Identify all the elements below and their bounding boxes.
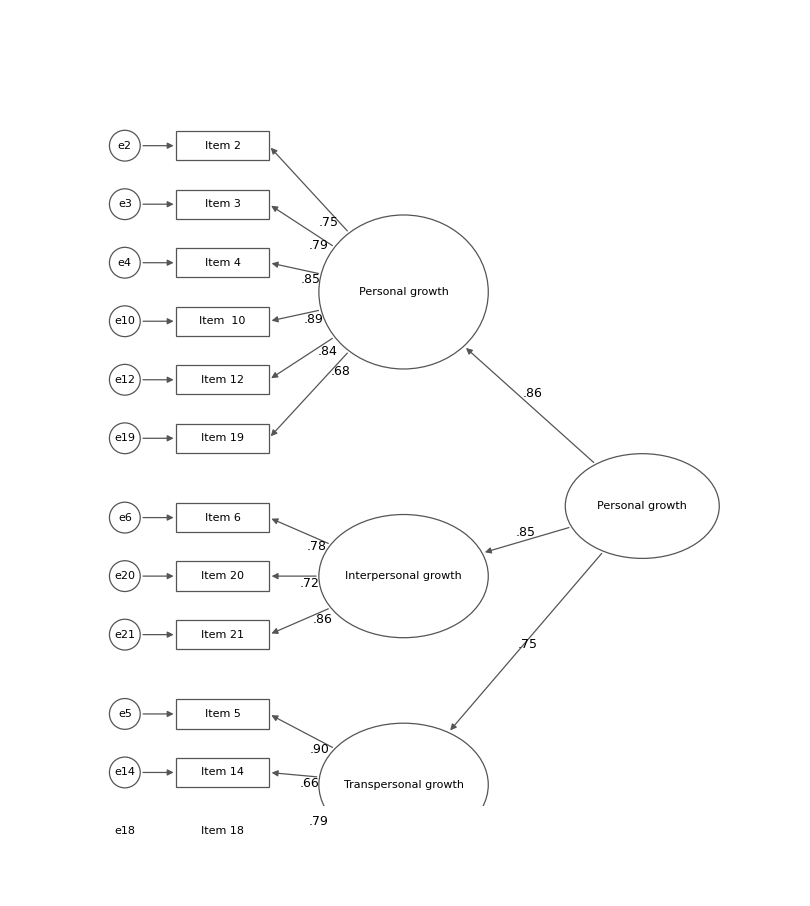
Text: e18: e18 xyxy=(114,826,135,836)
Circle shape xyxy=(109,130,140,161)
Ellipse shape xyxy=(319,215,488,369)
Circle shape xyxy=(109,757,140,788)
Text: e14: e14 xyxy=(114,767,135,777)
Text: .86: .86 xyxy=(313,613,333,626)
Text: Item 19: Item 19 xyxy=(201,433,244,443)
Text: .78: .78 xyxy=(307,540,326,554)
Text: .72: .72 xyxy=(300,577,320,591)
Text: Item 4: Item 4 xyxy=(205,257,241,267)
Circle shape xyxy=(109,247,140,278)
Circle shape xyxy=(109,502,140,533)
Ellipse shape xyxy=(319,515,488,638)
Text: Item 5: Item 5 xyxy=(205,708,241,719)
Text: Item 18: Item 18 xyxy=(201,826,244,836)
Text: Item  10: Item 10 xyxy=(199,316,245,326)
Text: e6: e6 xyxy=(118,513,132,523)
Bar xyxy=(177,620,269,650)
Text: .85: .85 xyxy=(301,273,320,286)
Text: .68: .68 xyxy=(330,365,351,379)
Ellipse shape xyxy=(565,454,719,558)
Circle shape xyxy=(109,699,140,729)
Circle shape xyxy=(109,188,140,219)
Bar xyxy=(177,816,269,845)
Text: Item 6: Item 6 xyxy=(205,513,241,523)
Bar xyxy=(177,248,269,277)
Bar xyxy=(177,562,269,591)
Text: Interpersonal growth: Interpersonal growth xyxy=(345,571,462,581)
Text: e3: e3 xyxy=(118,199,132,209)
Text: Item 21: Item 21 xyxy=(201,630,244,640)
Bar xyxy=(177,699,269,728)
Bar xyxy=(177,189,269,219)
Text: .79: .79 xyxy=(309,239,329,253)
Text: e12: e12 xyxy=(114,375,135,385)
Circle shape xyxy=(109,561,140,592)
Bar xyxy=(177,131,269,160)
Text: .90: .90 xyxy=(309,743,330,756)
Text: .75: .75 xyxy=(319,216,339,229)
Circle shape xyxy=(109,619,140,650)
Text: Item 3: Item 3 xyxy=(205,199,241,209)
Bar xyxy=(177,306,269,336)
Ellipse shape xyxy=(319,723,488,846)
Text: .79: .79 xyxy=(309,815,329,828)
Text: Item 20: Item 20 xyxy=(201,571,244,581)
Text: e20: e20 xyxy=(114,571,135,581)
Circle shape xyxy=(109,815,140,846)
Text: e4: e4 xyxy=(117,257,132,267)
Text: Personal growth: Personal growth xyxy=(359,287,449,297)
Text: .89: .89 xyxy=(304,313,323,326)
Text: Item 14: Item 14 xyxy=(201,767,244,777)
Bar xyxy=(177,757,269,787)
Text: e21: e21 xyxy=(114,630,135,640)
Circle shape xyxy=(109,423,140,454)
Text: e2: e2 xyxy=(117,140,132,150)
Text: e19: e19 xyxy=(114,433,135,443)
Circle shape xyxy=(109,306,140,337)
Text: .75: .75 xyxy=(518,639,537,651)
Bar xyxy=(177,365,269,394)
Bar xyxy=(177,424,269,453)
Circle shape xyxy=(109,364,140,395)
Text: .84: .84 xyxy=(318,344,337,358)
Text: Personal growth: Personal growth xyxy=(597,501,687,511)
Text: e5: e5 xyxy=(118,708,132,719)
Text: .86: .86 xyxy=(522,387,543,400)
Text: .85: .85 xyxy=(515,526,535,539)
Text: Transpersonal growth: Transpersonal growth xyxy=(343,780,463,790)
Text: .66: .66 xyxy=(300,777,320,790)
Bar xyxy=(177,503,269,532)
Text: Item 12: Item 12 xyxy=(201,375,244,385)
Text: e10: e10 xyxy=(114,316,135,326)
Text: Item 2: Item 2 xyxy=(205,140,241,150)
